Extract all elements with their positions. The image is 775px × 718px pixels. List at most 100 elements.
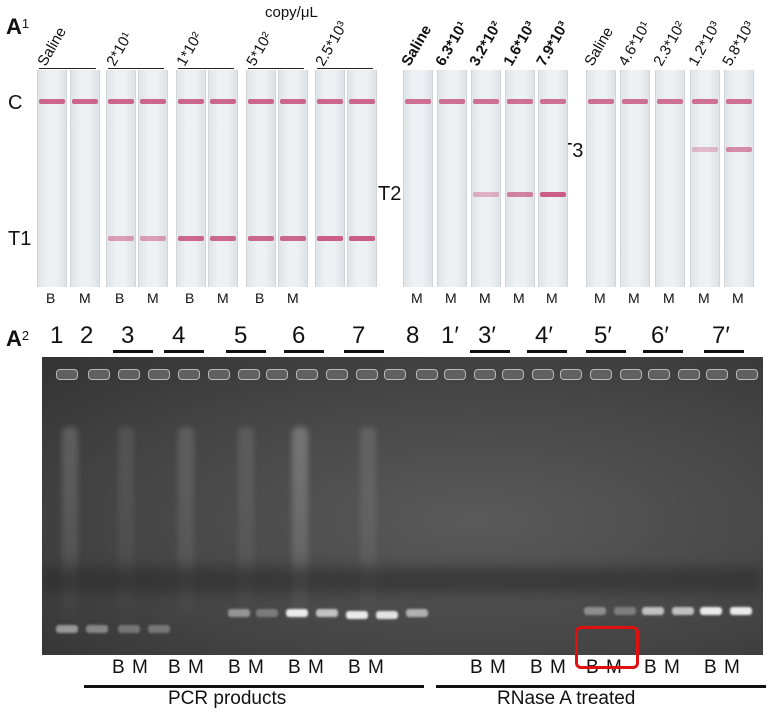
test-strip [176,70,206,287]
gel-well [648,369,670,380]
t3-line [692,147,718,152]
lane-number-bar [284,350,324,353]
test-strip [106,70,136,287]
gel-well [502,369,524,380]
lane-number: 4′ [535,322,553,349]
concentration-label: Saline [34,24,70,70]
gel-smear [360,427,376,627]
gel-well [56,369,78,380]
lane-letter: B [644,657,657,678]
lane-number-bar [704,350,744,353]
lane-letter: B [168,657,181,678]
gel-smear [118,427,134,627]
gel-smear [62,427,78,627]
lane-letter: M [217,290,229,306]
lane-letter: M [79,290,91,306]
lane-letter: M [132,657,148,678]
t1-line [349,236,375,241]
pcr-products-line [84,685,424,688]
gel-well [474,369,496,380]
control-line [178,99,204,104]
gel-well [356,369,378,380]
lane-number-bar [643,350,683,353]
t1-line [108,236,134,241]
gel-well [118,369,140,380]
lane-letter: B [288,657,301,678]
gel-well [444,369,466,380]
t2-line [540,192,566,197]
gel-band [256,609,278,617]
lane-letter: M [546,290,558,306]
control-line [39,99,65,104]
label-c: C [8,92,23,114]
lane-letter: M [513,290,525,306]
panel-a1-label: A1 [6,14,30,39]
lane-letter: B [46,290,56,306]
lane-letter: B [228,657,241,678]
label-t2: T2 [378,183,402,205]
lane-letter: B [704,657,717,678]
lane-letter: M [147,290,159,306]
concentration-label: 6.3*10¹ [432,18,472,69]
t3-line [726,147,752,152]
gel-band [700,607,722,615]
gel-band [406,609,428,617]
lane-letter: M [550,657,566,678]
lane-letter: B [185,290,195,306]
test-strip [208,70,238,287]
control-line [622,99,648,104]
lane-number-bar [164,350,204,353]
control-line [248,99,274,104]
test-strip [538,70,568,287]
lane-number: 6′ [651,322,669,349]
lane-number: 3′ [478,322,496,349]
group-underline [317,68,373,69]
t1-line [317,236,343,241]
control-line [72,99,98,104]
gel-band [346,611,368,619]
control-line [317,99,343,104]
lane-letter: M [698,290,710,306]
lane-letter: B [255,290,265,306]
lane-letter: B [112,657,125,678]
gel-well [148,369,170,380]
lane-letter: M [308,657,324,678]
electrophoresis-gel [42,357,763,655]
test-strip [138,70,168,287]
gel-well [736,369,758,380]
control-line [588,99,614,104]
control-line [657,99,683,104]
gel-well [706,369,728,380]
lane-letter: B [530,657,543,678]
gel-band [642,607,664,615]
pcr-products-label: PCR products [168,688,287,709]
lane-number-bar [344,350,384,353]
lane-letter: B [470,657,483,678]
concentration-label: 1.2*10³ [685,18,725,69]
gel-well [238,369,260,380]
concentration-label: 4.6*10¹ [615,18,655,69]
lane-letter: M [664,657,680,678]
lane-number: 7 [352,322,366,349]
control-line [108,99,134,104]
units-label: copy/μL [265,4,318,21]
test-strip [315,70,345,287]
lane-letter: M [663,290,675,306]
lane-letter: M [188,657,204,678]
lane-letter: M [594,290,606,306]
gel-band [316,609,338,617]
highlight-box [575,626,639,669]
lane-number: 1 [50,322,64,349]
control-line [405,99,431,104]
lane-letter: M [287,290,299,306]
gel-band [286,609,308,617]
lane-number: 5 [234,322,248,349]
lane-number: 7′ [712,322,730,349]
gel-well [88,369,110,380]
test-strip [471,70,501,287]
gel-well [678,369,700,380]
concentration-label: 2*10¹ [103,29,136,69]
lane-letter: M [368,657,384,678]
lane-number: 5′ [594,322,612,349]
dye-front [42,567,763,593]
